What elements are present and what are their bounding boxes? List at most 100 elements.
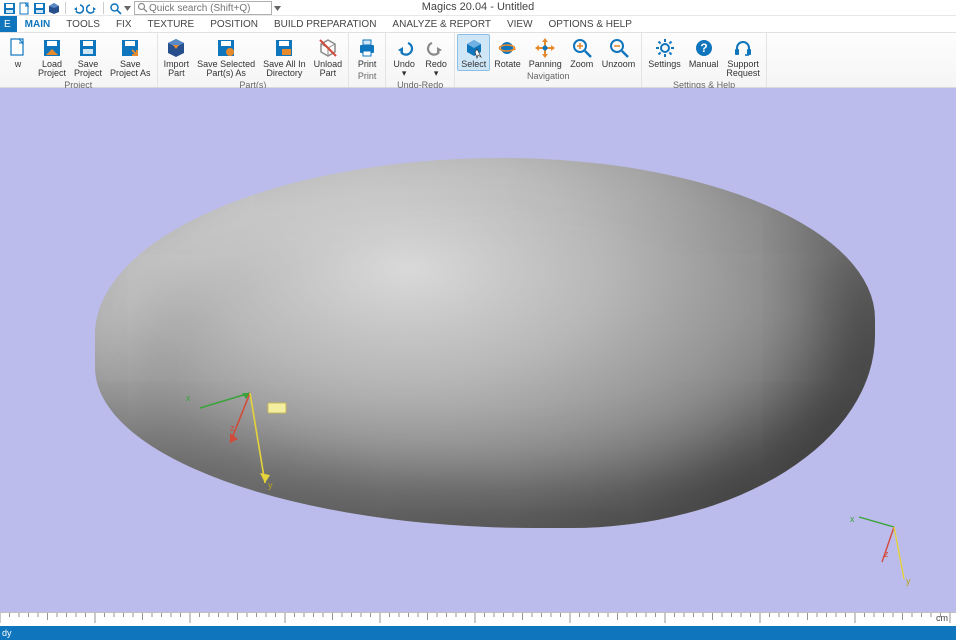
page-qat-icon[interactable] (17, 1, 31, 15)
zoom-button-label: Zoom (570, 60, 593, 69)
ribbon-group-part-s-: Import Part Save Selected Part(s) As Save … (158, 33, 350, 87)
floppy-sel-icon (214, 36, 238, 60)
quick-search[interactable] (134, 1, 272, 15)
floppy-icon (76, 36, 100, 60)
gear-icon (653, 36, 677, 60)
tab-view[interactable]: VIEW (499, 16, 541, 32)
pan-arrows-icon (533, 36, 557, 60)
undo-button-main[interactable]: Undo ▾ (388, 34, 420, 80)
unload-part-button[interactable]: Unload Part (310, 34, 347, 80)
save-project-button[interactable]: Save Project (70, 34, 106, 80)
ribbon-group-undo-redo: Undo ▾Redo ▾Undo-Redo (386, 33, 455, 87)
axis-corner-y-label: y (906, 576, 911, 586)
box-out-icon (316, 36, 340, 60)
save-selected-parts-as-button-label: Save Selected Part(s) As (197, 60, 255, 78)
redo-qat-icon[interactable] (85, 1, 99, 15)
undo-qat-icon[interactable] (70, 1, 84, 15)
tab-main[interactable]: MAIN (17, 16, 59, 32)
ribbon-group-project: wLoad Project Save Project Save Project As… (0, 33, 158, 87)
settings-button[interactable]: Settings (644, 34, 685, 80)
viewport-3d[interactable]: x z y x z y (0, 88, 956, 612)
tab-position[interactable]: POSITION (202, 16, 266, 32)
axis-gizmo-main[interactable]: x z y (180, 383, 300, 503)
group-label: Navigation (527, 71, 570, 82)
import-part-button[interactable]: Import Part (160, 34, 194, 80)
ribbon-group-navigation: Select Rotate Panning Zoom Unzoom Navigation (455, 33, 642, 87)
tab-build-preparation[interactable]: BUILD PREPARATION (266, 16, 384, 32)
import-part-button-label: Import Part (164, 60, 190, 78)
new-project-button[interactable]: w (2, 34, 34, 80)
ribbon-group-settings-help: Settings?ManualSupport RequestSettings &… (642, 33, 767, 87)
redo-icon (424, 36, 448, 60)
headset-icon (731, 36, 755, 60)
print-button[interactable]: Print (351, 34, 383, 71)
select-button[interactable]: Select (457, 34, 490, 71)
save-qat-icon[interactable] (2, 1, 16, 15)
zoom-button[interactable]: Zoom (566, 34, 598, 71)
save-all-in-directory-button-label: Save All In Directory (263, 60, 306, 78)
tab-bar: EMAINTOOLSFIXTEXTUREPOSITIONBUILD PREPAR… (0, 16, 956, 32)
unzoom-button-label: Unzoom (602, 60, 636, 69)
printer-icon (355, 36, 379, 60)
tab-fix[interactable]: FIX (108, 16, 140, 32)
floppy-dir-icon (272, 36, 296, 60)
save2-qat-icon[interactable] (32, 1, 46, 15)
svg-text:?: ? (700, 41, 707, 55)
axis-corner-x-label: x (850, 514, 855, 524)
rotate-button-label: Rotate (494, 60, 521, 69)
print-button-label: Print (358, 60, 377, 69)
undo-icon (392, 36, 416, 60)
rotate-button[interactable]: Rotate (490, 34, 525, 71)
axis-y-label: y (268, 480, 273, 490)
tab-e[interactable]: E (0, 16, 17, 32)
tab-analyze-report[interactable]: ANALYZE & REPORT (384, 16, 499, 32)
rotate-sphere-icon (495, 36, 519, 60)
load-project-button[interactable]: Load Project (34, 34, 70, 80)
status-text: dy (2, 628, 12, 638)
panning-button-label: Panning (529, 60, 562, 69)
ruler-ticks (0, 613, 956, 626)
ruler: cm (0, 612, 956, 626)
redo-button-main-label: Redo ▾ (425, 60, 447, 78)
select-cube-icon (462, 36, 486, 60)
ribbon-group-print: PrintPrint (349, 33, 386, 87)
box-in-icon (164, 36, 188, 60)
unzoom-button[interactable]: Unzoom (598, 34, 640, 71)
page-icon (6, 36, 30, 60)
load-project-button-label: Load Project (38, 60, 66, 78)
status-bar: dy (0, 626, 956, 640)
magnify-minus-icon (607, 36, 631, 60)
axis-gizmo-corner[interactable]: x z y (844, 512, 924, 592)
undo-button-main-label: Undo ▾ (393, 60, 415, 78)
ribbon: wLoad Project Save Project Save Project As… (0, 32, 956, 88)
save-all-in-directory-button[interactable]: Save All In Directory (259, 34, 310, 80)
save-project-button-label: Save Project (74, 60, 102, 78)
magnify-qat-icon[interactable] (108, 1, 122, 15)
save-project-as-button[interactable]: Save Project As (106, 34, 155, 80)
quick-access-toolbar (2, 0, 281, 16)
selection-tag (268, 403, 286, 413)
tab-options-help[interactable]: OPTIONS & HELP (541, 16, 640, 32)
chevron-down-icon-2[interactable] (273, 1, 281, 15)
tab-texture[interactable]: TEXTURE (140, 16, 203, 32)
titlebar: Magics 20.04 - Untitled (0, 0, 956, 16)
manual-button-label: Manual (689, 60, 719, 69)
support-request-button[interactable]: Support Request (722, 34, 764, 80)
axis-corner-z-label: z (884, 549, 889, 559)
save-selected-parts-as-button[interactable]: Save Selected Part(s) As (193, 34, 259, 80)
window-title: Magics 20.04 - Untitled (422, 1, 535, 13)
tab-tools[interactable]: TOOLS (58, 16, 108, 32)
axis-z-label: z (230, 423, 235, 433)
panning-button[interactable]: Panning (525, 34, 566, 71)
floppy-open-icon (40, 36, 64, 60)
box-qat-icon[interactable] (47, 1, 61, 15)
chevron-down-icon[interactable] (123, 1, 131, 15)
save-project-as-button-label: Save Project As (110, 60, 151, 78)
floppy-as-icon (118, 36, 142, 60)
redo-button-main[interactable]: Redo ▾ (420, 34, 452, 80)
select-button-label: Select (461, 60, 486, 69)
unload-part-button-label: Unload Part (314, 60, 343, 78)
manual-button[interactable]: ? Manual (685, 34, 723, 80)
search-input[interactable] (149, 3, 269, 14)
qat-separator (65, 2, 66, 14)
